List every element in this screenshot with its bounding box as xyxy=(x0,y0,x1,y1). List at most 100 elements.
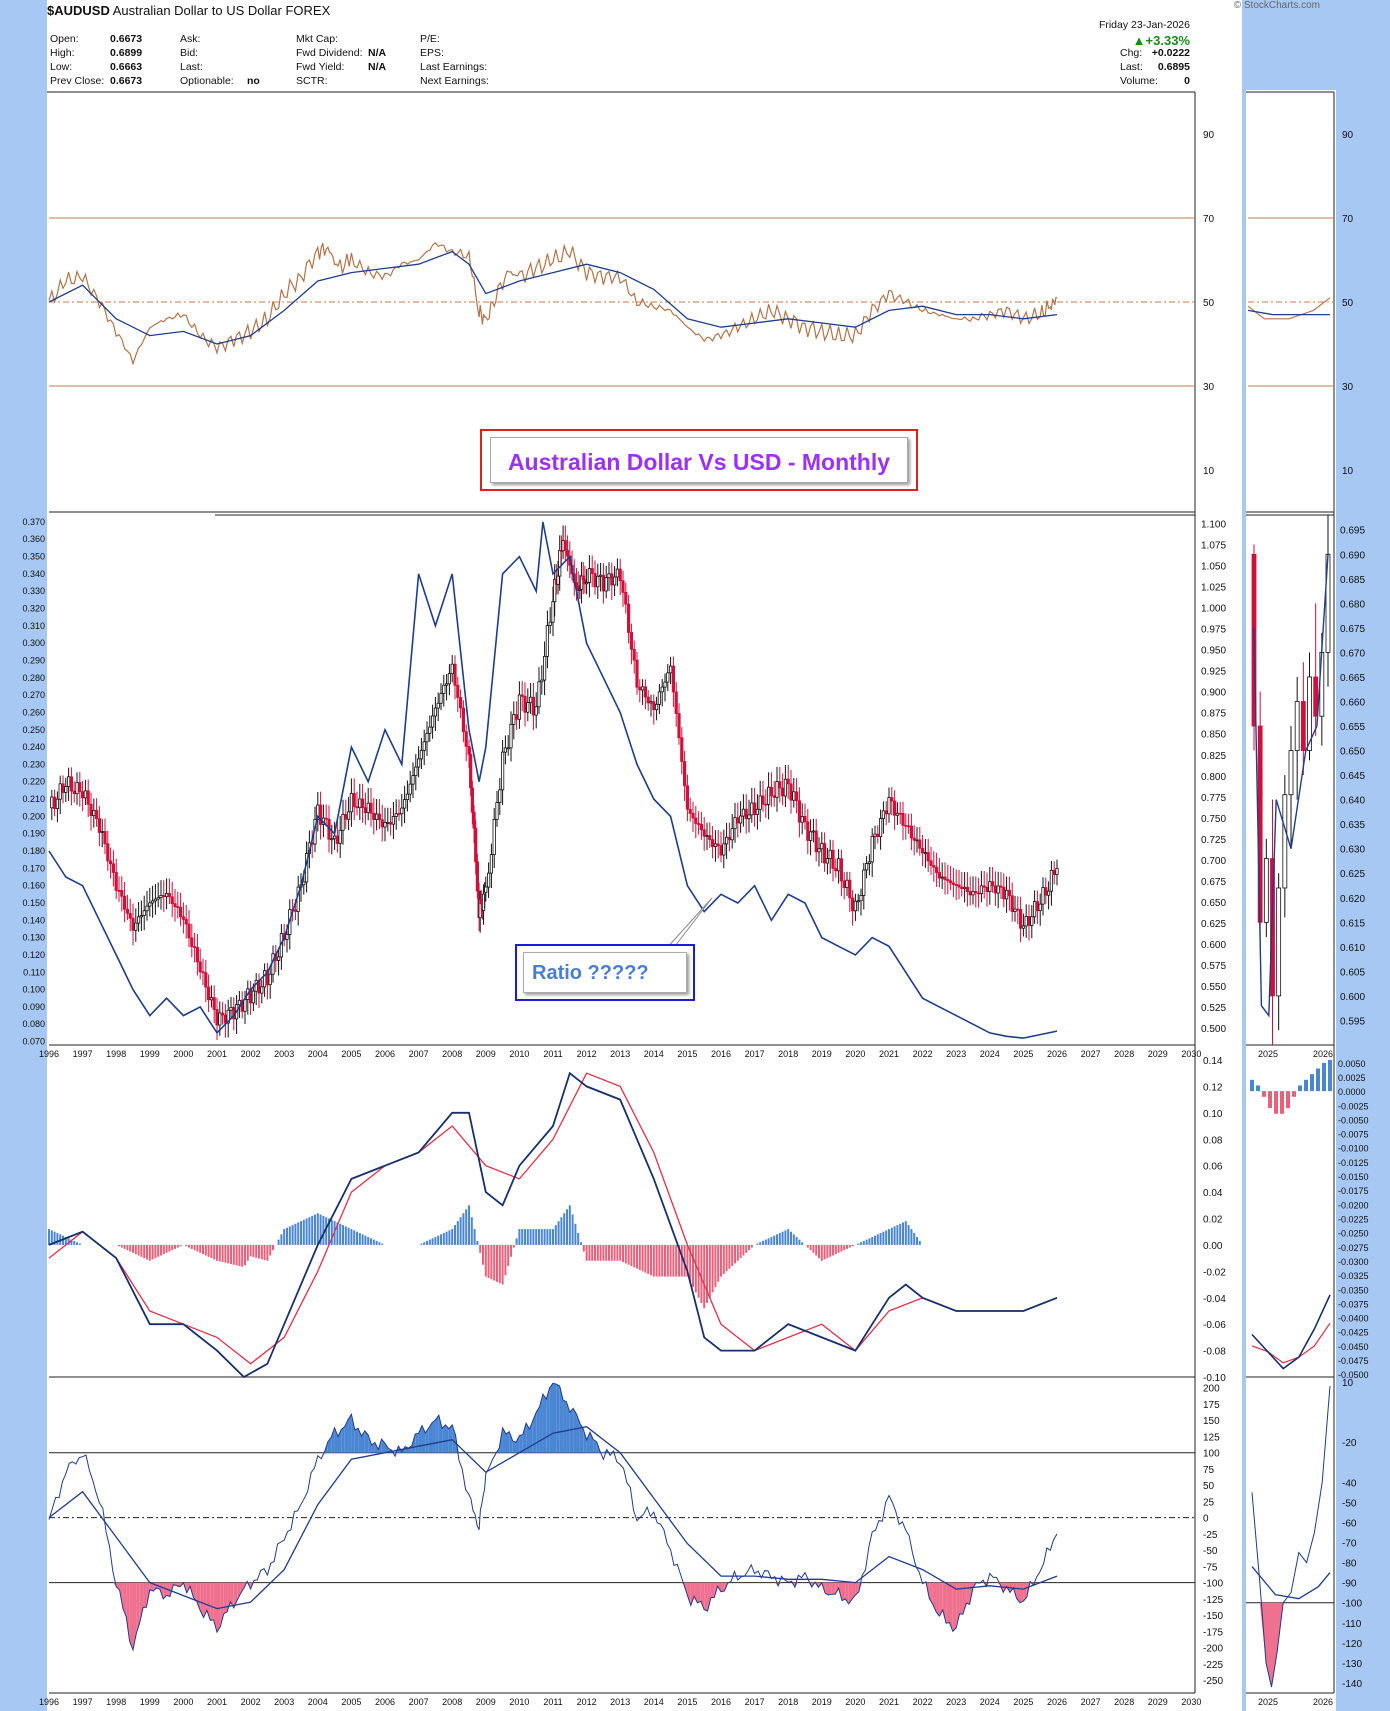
price-candle xyxy=(556,575,560,585)
price-candle xyxy=(923,852,928,854)
price-candle xyxy=(722,843,726,856)
zoom-price-tick-label: 0.610 xyxy=(1340,943,1365,954)
price-candle xyxy=(243,999,247,1012)
zoom-macd-tick-label: -0.0400 xyxy=(1338,1314,1369,1324)
price-candle xyxy=(425,732,429,743)
price-candle xyxy=(711,839,715,848)
cci-oversold-fill xyxy=(966,1582,970,1605)
price-year-label: 2017 xyxy=(745,1049,765,1059)
cci-year-label: 2021 xyxy=(879,1697,899,1707)
cci-overbought-fill xyxy=(516,1435,520,1453)
cci-overbought-fill xyxy=(532,1412,537,1453)
cci-year-label: 2018 xyxy=(778,1697,798,1707)
price-candle xyxy=(78,782,82,793)
cci-oversold-fill xyxy=(227,1582,231,1612)
price-tick-label: 0.525 xyxy=(1201,1003,1226,1014)
price-candle xyxy=(982,885,986,888)
cci-overbought-fill xyxy=(361,1430,365,1453)
price-tick-label: 0.725 xyxy=(1201,835,1226,846)
cci-overbought-fill xyxy=(556,1384,560,1453)
ratio-tick-label: 0.080 xyxy=(22,1019,45,1029)
price-candle xyxy=(464,731,468,747)
cci-year-label: 1997 xyxy=(73,1697,93,1707)
cci-overbought-fill xyxy=(364,1430,369,1453)
cci-oversold-fill xyxy=(237,1582,241,1601)
price-candle xyxy=(198,961,202,973)
cci-overbought-fill xyxy=(509,1431,513,1453)
cci-oversold-fill xyxy=(149,1582,154,1592)
price-candle xyxy=(187,923,191,939)
zoom-cci-oversold-fill xyxy=(1259,1602,1284,1687)
price-candle xyxy=(1016,908,1020,911)
price-candle xyxy=(400,807,404,815)
price-candle xyxy=(50,796,54,809)
zoom-cci-tick-label: -60 xyxy=(1342,1518,1357,1529)
zoom-macd-tick-label: -0.0250 xyxy=(1338,1229,1369,1239)
cci-overbought-fill xyxy=(442,1424,446,1453)
price-candle xyxy=(369,802,373,814)
price-candle xyxy=(965,886,970,892)
cci-tick-label: -25 xyxy=(1203,1530,1218,1541)
quote-label: Volume: xyxy=(1120,75,1158,87)
exchange: FOREX xyxy=(285,3,331,18)
price-candle xyxy=(856,900,860,903)
zoom-macd-tick-label: -0.0125 xyxy=(1338,1158,1369,1168)
price-candle xyxy=(1005,889,1009,900)
cci-year-label: 2006 xyxy=(375,1697,395,1707)
cci-overbought-fill xyxy=(539,1394,543,1453)
price-candle xyxy=(786,778,790,785)
cci-year-label: 2011 xyxy=(543,1697,562,1707)
zoom-price-tick-label: 0.680 xyxy=(1340,599,1365,610)
price-candle xyxy=(565,549,570,557)
price-candle xyxy=(181,916,185,920)
price-candle xyxy=(907,825,911,828)
price-candle xyxy=(772,795,776,798)
price-candle xyxy=(92,810,96,816)
price-year-label: 2008 xyxy=(442,1049,462,1059)
price-candle xyxy=(739,815,743,824)
price-year-label: 2025 xyxy=(1013,1049,1033,1059)
price-candle xyxy=(67,776,71,787)
cci-overbought-fill xyxy=(368,1434,372,1453)
cci-oversold-fill xyxy=(959,1582,963,1615)
ratio-tick-label: 0.160 xyxy=(22,881,45,891)
cci-oversold-fill xyxy=(845,1582,849,1604)
macd-line xyxy=(48,1071,1058,1379)
cci-tick-label: -150 xyxy=(1203,1611,1223,1622)
cci-overbought-fill xyxy=(435,1415,439,1453)
price-candle xyxy=(515,714,519,720)
price-candle xyxy=(69,776,73,792)
price-candle xyxy=(789,783,793,801)
price-candle xyxy=(184,918,188,925)
macd-tick-label: 0.10 xyxy=(1203,1109,1223,1120)
price-candle xyxy=(943,876,947,880)
zoom-macd-tick-label: -0.0025 xyxy=(1338,1101,1369,1111)
cci-year-label: 2023 xyxy=(946,1697,966,1707)
price-candle xyxy=(862,869,866,896)
price-candle xyxy=(1013,908,1017,912)
price-candle xyxy=(139,915,143,918)
price-candle xyxy=(988,881,992,893)
zoom-price-tick-label: 0.660 xyxy=(1340,697,1365,708)
price-tick-label: 1.025 xyxy=(1201,583,1226,594)
zoom-cci-tick-label: -110 xyxy=(1342,1619,1362,1630)
price-candle xyxy=(229,1006,233,1011)
cci-oversold-fill xyxy=(203,1582,207,1618)
cci-oversold-fill xyxy=(710,1582,715,1598)
price-candle xyxy=(512,714,516,725)
price-tick-label: 0.500 xyxy=(1201,1024,1226,1035)
price-candle xyxy=(884,810,888,815)
price-year-label: 2011 xyxy=(543,1049,562,1059)
price-candle xyxy=(1021,925,1026,929)
price-candle xyxy=(162,894,166,898)
price-candle xyxy=(486,872,491,888)
price-candle xyxy=(946,879,950,882)
quote-label: Ask: xyxy=(180,33,201,45)
price-year-label: 1999 xyxy=(140,1049,160,1059)
price-candle xyxy=(374,813,379,820)
price-candle xyxy=(474,827,478,863)
cci-year-label: 2020 xyxy=(845,1697,865,1707)
cci-oversold-fill xyxy=(690,1582,695,1606)
price-candle xyxy=(150,900,155,904)
zoom-price-tick-label: 0.695 xyxy=(1340,526,1365,537)
